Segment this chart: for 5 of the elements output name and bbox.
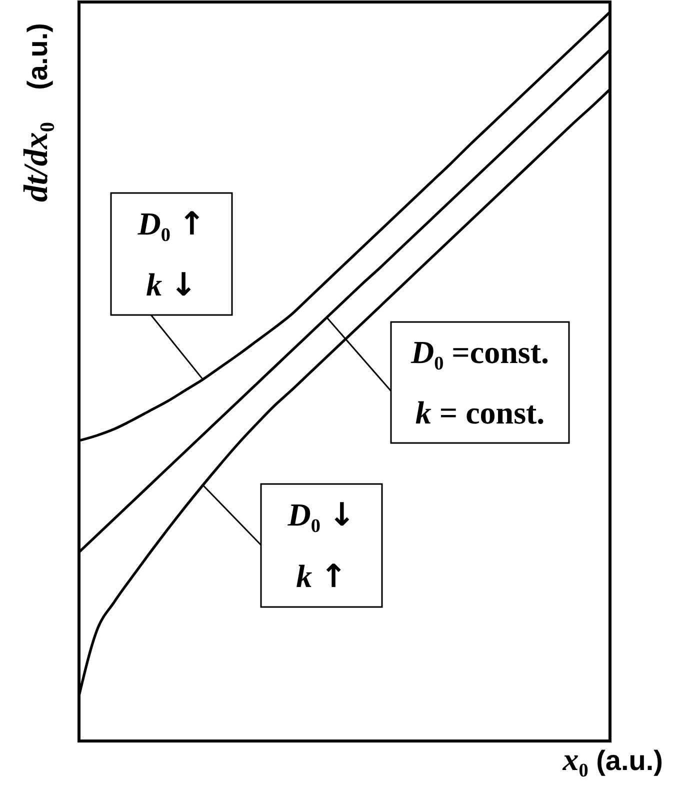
y-axis-title: dt/dx₀ (a.u.) — [18, 23, 55, 202]
annotation: D₀ ↑ k ↓ — [136, 204, 206, 304]
annotation: D₀ ↓ k ↑ — [286, 496, 356, 596]
x-axis-title: x₀ (a.u.) — [562, 741, 663, 777]
annotation: D₀ =const. k = const. — [410, 334, 550, 431]
